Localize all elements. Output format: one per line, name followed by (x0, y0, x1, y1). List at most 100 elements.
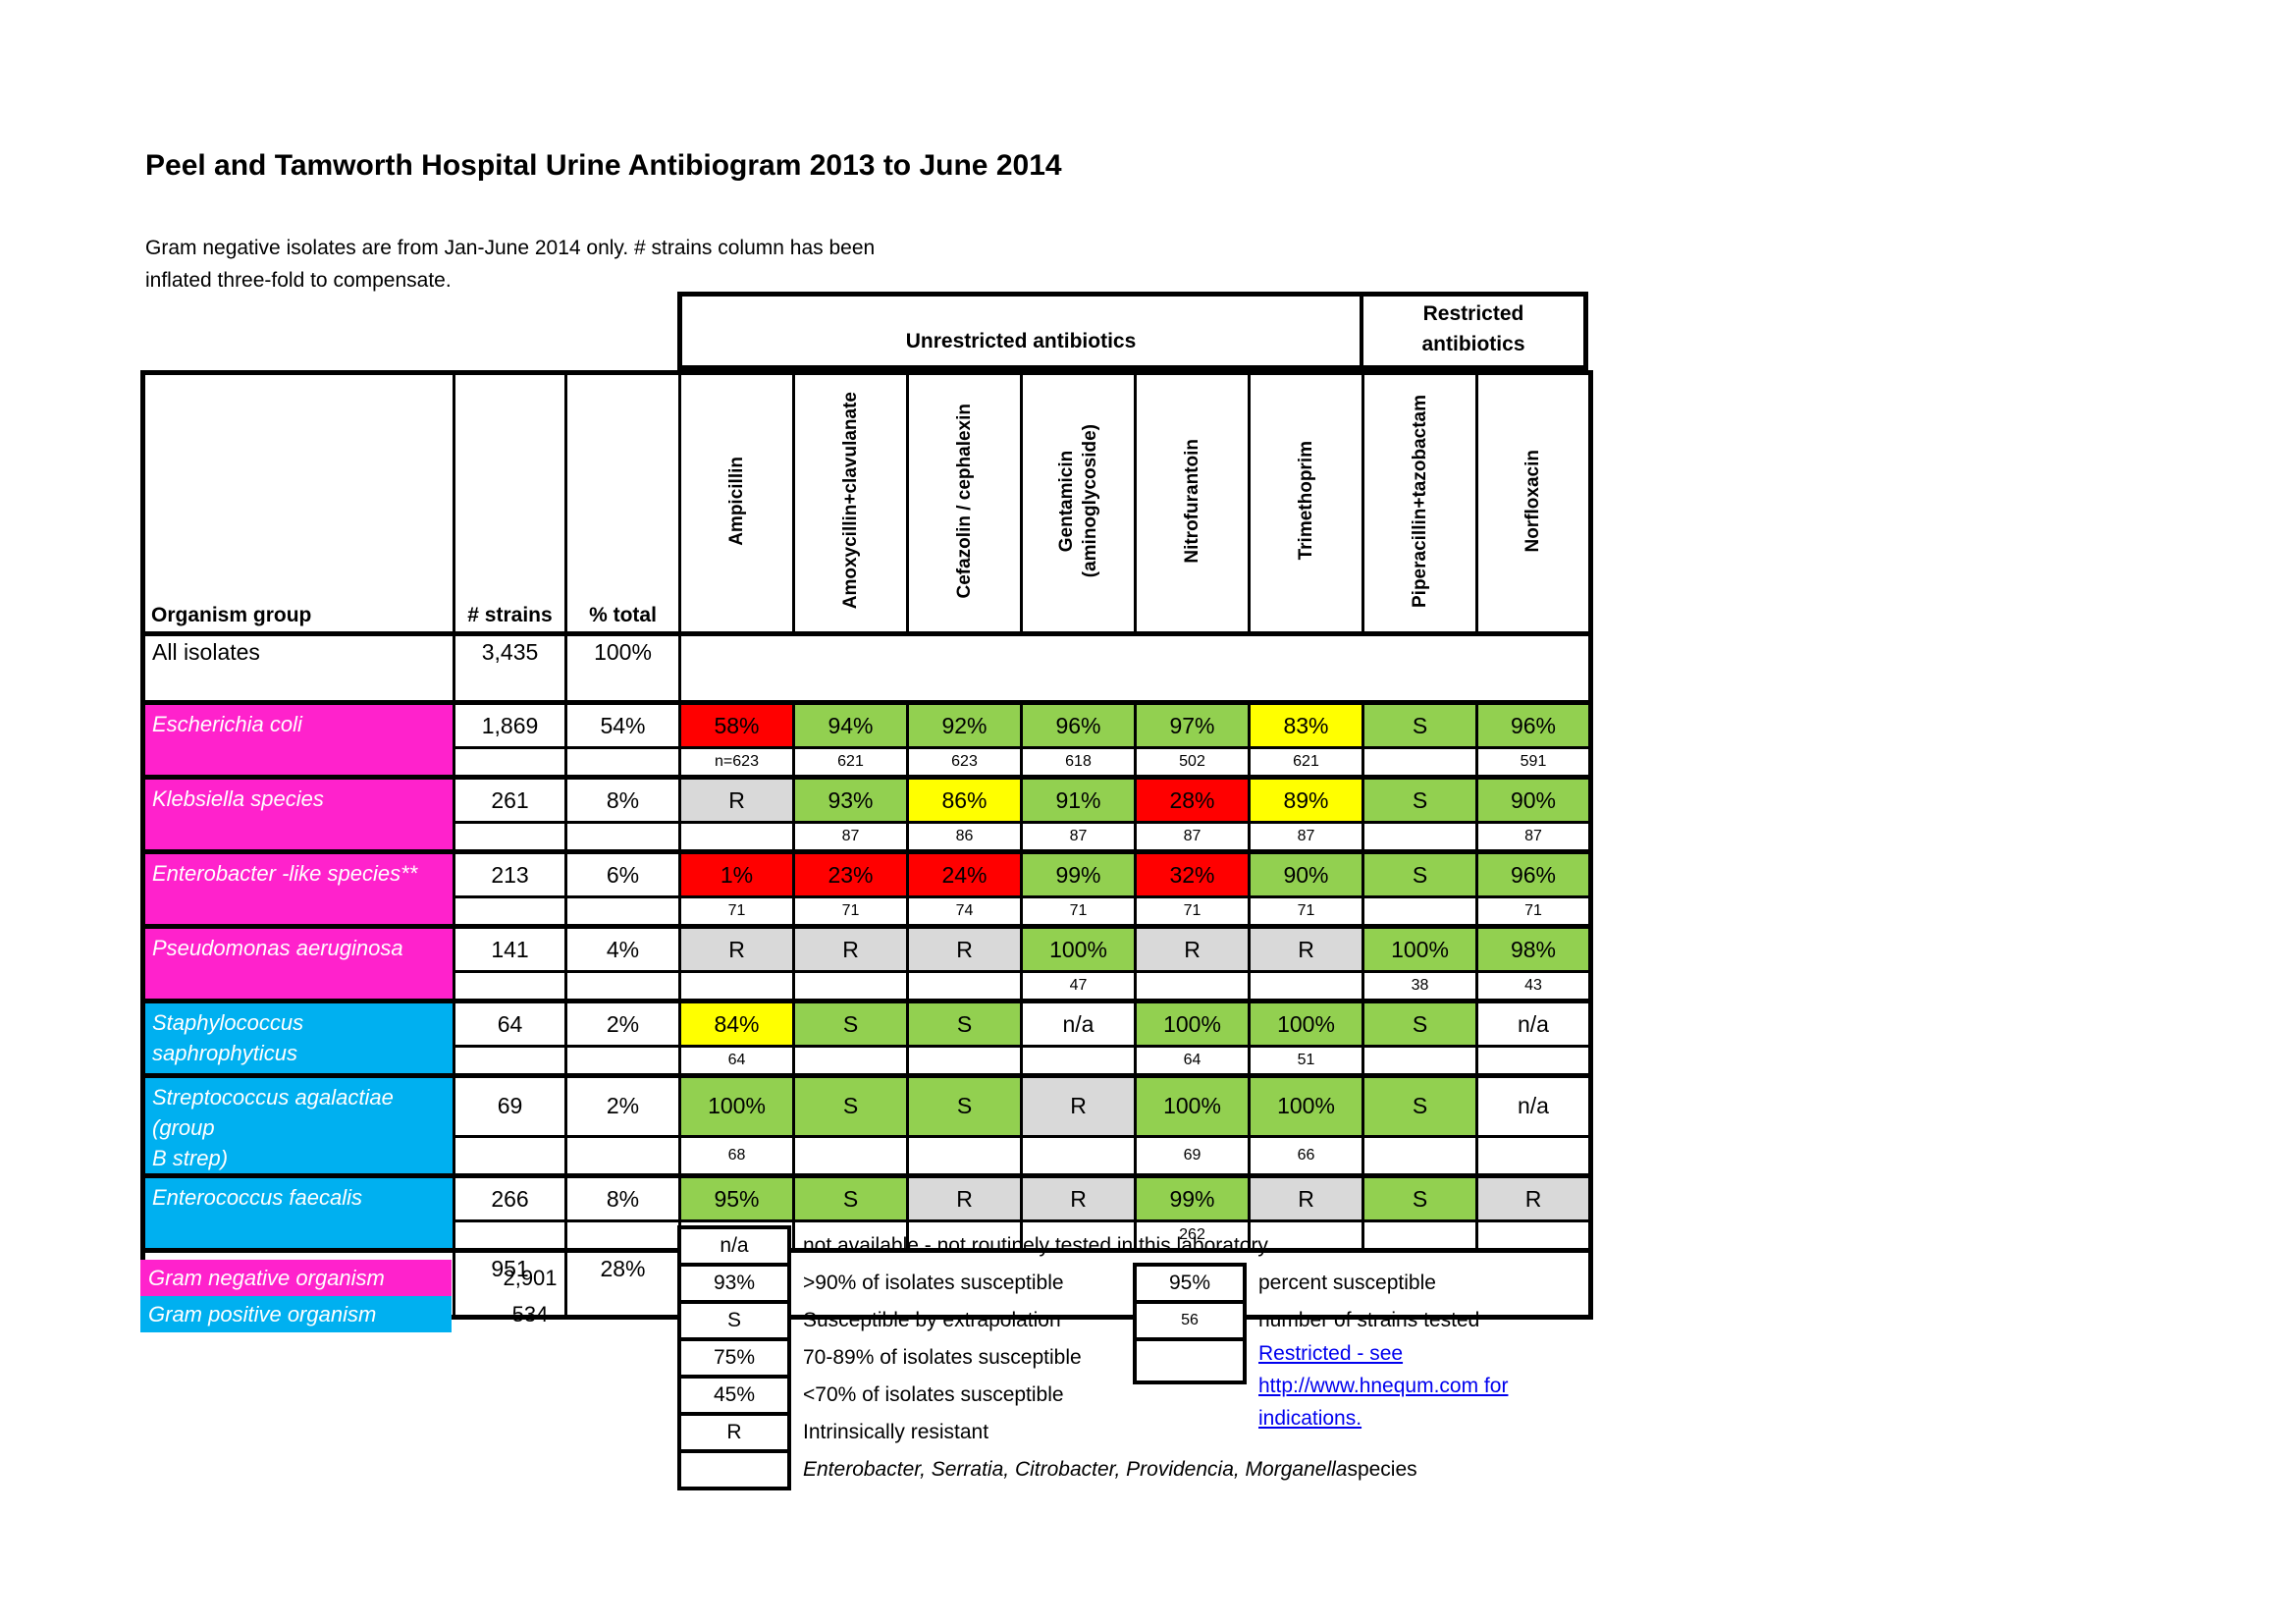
strain-count-cell: 38 (1362, 970, 1478, 1002)
strain-count-cell (1020, 1045, 1137, 1077)
strains-header: # strains (453, 371, 567, 636)
empty-cell (564, 746, 681, 779)
legend-text: 70-89% of isolates susceptible (803, 1346, 1082, 1369)
organism-name-cell: All isolates (141, 632, 455, 705)
link-line-2: http://www.hnequm.com for (1258, 1375, 1509, 1397)
susceptibility-cell: R (678, 775, 795, 824)
susceptibility-cell: 91% (1020, 775, 1137, 824)
antibiotic-header-ampicillin: Ampicillin (678, 371, 795, 636)
organism-count-row: n=623 621 623 618 502 621 591 (143, 746, 1592, 779)
organism-name: Enterococcus faecalis (152, 1185, 362, 1210)
legend-swatch-na: n/a (677, 1225, 791, 1267)
strain-count-cell (1248, 970, 1364, 1002)
strain-count-cell (1362, 1219, 1478, 1252)
antibiotic-header-trimethoprim: Trimethoprim (1248, 371, 1364, 636)
page-title: Peel and Tamworth Hospital Urine Antibio… (145, 149, 1062, 182)
susceptibility-cell: S (906, 999, 1023, 1048)
susceptibility-cell: 100% (1020, 924, 1137, 973)
page-note: Gram negative isolates are from Jan-June… (145, 232, 875, 297)
empty-cell (564, 895, 681, 928)
gram-negative-count: 2,901 (503, 1265, 558, 1290)
legend-swatch-red: 45% (677, 1375, 791, 1416)
susceptibility-cell: 58% (678, 700, 795, 749)
empty-cell (453, 821, 567, 853)
note-line-2: inflated three-fold to compensate. (145, 269, 452, 292)
antibiotic-header-label: Nitrofurantoin (1181, 438, 1202, 564)
susceptibility-cell: 93% (792, 775, 909, 824)
strains-cell: 64 (453, 999, 567, 1048)
organism-value-row: Enterococcus faecalis 266 8% 95% S R R 9… (141, 1173, 1592, 1252)
susceptibility-cell: R (678, 924, 795, 973)
susceptibility-cell: 86% (906, 775, 1023, 824)
strain-count-cell (792, 970, 909, 1002)
total-cell: 2% (564, 1073, 681, 1138)
strain-count-cell: 87 (1134, 821, 1251, 853)
legend-species-regular: species (1347, 1458, 1417, 1481)
susceptibility-cell: S (792, 999, 909, 1048)
susceptibility-cell: R (1475, 1173, 1592, 1222)
susceptibility-cell: 100% (1248, 999, 1364, 1048)
susceptibility-cell: S (1362, 775, 1478, 824)
susceptibility-cell: R (792, 924, 909, 973)
legend-key: n/a not available - not routinely tested… (677, 1225, 1417, 1490)
gram-positive-row: Gram positive organism 534 (140, 1296, 609, 1332)
strain-count-cell: 64 (1134, 1045, 1251, 1077)
strain-count-cell: 66 (1248, 1134, 1364, 1178)
strains-cell: 69 (453, 1073, 567, 1138)
strain-count-cell: 621 (792, 746, 909, 779)
organism-name-cell: Streptococcus agalactiae (group B strep) (141, 1073, 455, 1177)
strain-count-cell: 618 (1020, 746, 1137, 779)
antibiotic-header-gentamicin: Gentamicin (aminoglycoside) (1020, 371, 1137, 636)
note-line-1: Gram negative isolates are from Jan-June… (145, 237, 876, 259)
total-header: % total (564, 371, 681, 636)
total-cell: 2% (564, 999, 681, 1048)
empty-merged-cell (678, 1248, 1592, 1319)
gram-negative-row: Gram negative organism 2,901 (140, 1260, 609, 1296)
strain-count-cell (1475, 1134, 1592, 1178)
susceptibility-cell: R (1248, 1173, 1364, 1222)
empty-cell (564, 970, 681, 1002)
strain-count-cell (792, 1134, 909, 1178)
total-cell: 8% (564, 775, 681, 824)
organism-value-row: Enterobacter -like species** 213 6% 1% 2… (141, 849, 1592, 928)
susceptibility-cell: 83% (1248, 700, 1364, 749)
legend-text: percent susceptible (1258, 1272, 1436, 1294)
susceptibility-cell: 100% (1248, 1073, 1364, 1138)
susceptibility-cell: 98% (1475, 924, 1592, 973)
antibiotic-header-label: Amoxycillin+clavulanate (839, 392, 861, 610)
gram-positive-count: 534 (511, 1301, 549, 1326)
susceptibility-cell: 96% (1020, 700, 1137, 749)
unrestricted-band-label: Unrestricted antibiotics (682, 297, 1363, 365)
strain-count-cell: 69 (1134, 1134, 1251, 1178)
susceptibility-cell: 100% (1134, 999, 1251, 1048)
strain-count-cell: 262 (1134, 1219, 1251, 1252)
antibiotic-header-label: Cefazolin / cephalexin (953, 403, 975, 599)
gram-negative-label: Gram negative organism (140, 1260, 452, 1296)
strains-cell: 213 (453, 849, 567, 898)
strain-count-cell (1020, 1134, 1137, 1178)
susceptibility-cell: 99% (1020, 849, 1137, 898)
strain-count-cell: 71 (1475, 895, 1592, 928)
strain-count-cell (678, 970, 795, 1002)
susceptibility-cell: S (1362, 849, 1478, 898)
antibiotic-header-piperacillin-tazobactam: Piperacillin+tazobactam (1362, 371, 1478, 636)
organism-name-cell: Pseudomonas aeruginosa (141, 924, 455, 1002)
antibiotic-header-label: Norfloxacin (1522, 449, 1543, 553)
strains-cell: 141 (453, 924, 567, 973)
legend-swatch-r: R (677, 1412, 791, 1453)
header-row: Organism group # strains % total Ampicil… (141, 371, 1592, 636)
restricted-indications-link[interactable]: Restricted - see http://www.hnequm.com f… (1247, 1337, 1508, 1435)
susceptibility-cell: S (1362, 1073, 1478, 1138)
strain-count-cell: 71 (678, 895, 795, 928)
strain-count-cell: 502 (1134, 746, 1251, 779)
antibiotic-header-amoxycillin-clavulanate: Amoxycillin+clavulanate (792, 371, 909, 636)
antibiotic-group-band: Unrestricted antibiotics Restricted anti… (677, 292, 1588, 370)
legend-row-green-pct: 93% >90% of isolates susceptible (677, 1263, 1417, 1304)
legend-row-r: R Intrinsically resistant (677, 1412, 1417, 1453)
strain-count-cell: 71 (1248, 895, 1364, 928)
susceptibility-cell: R (906, 1173, 1023, 1222)
antibiotic-header-norfloxacin: Norfloxacin (1475, 371, 1592, 636)
total-cell: 8% (564, 1173, 681, 1222)
organism-count-row: 71 71 74 71 71 71 71 (143, 895, 1592, 928)
